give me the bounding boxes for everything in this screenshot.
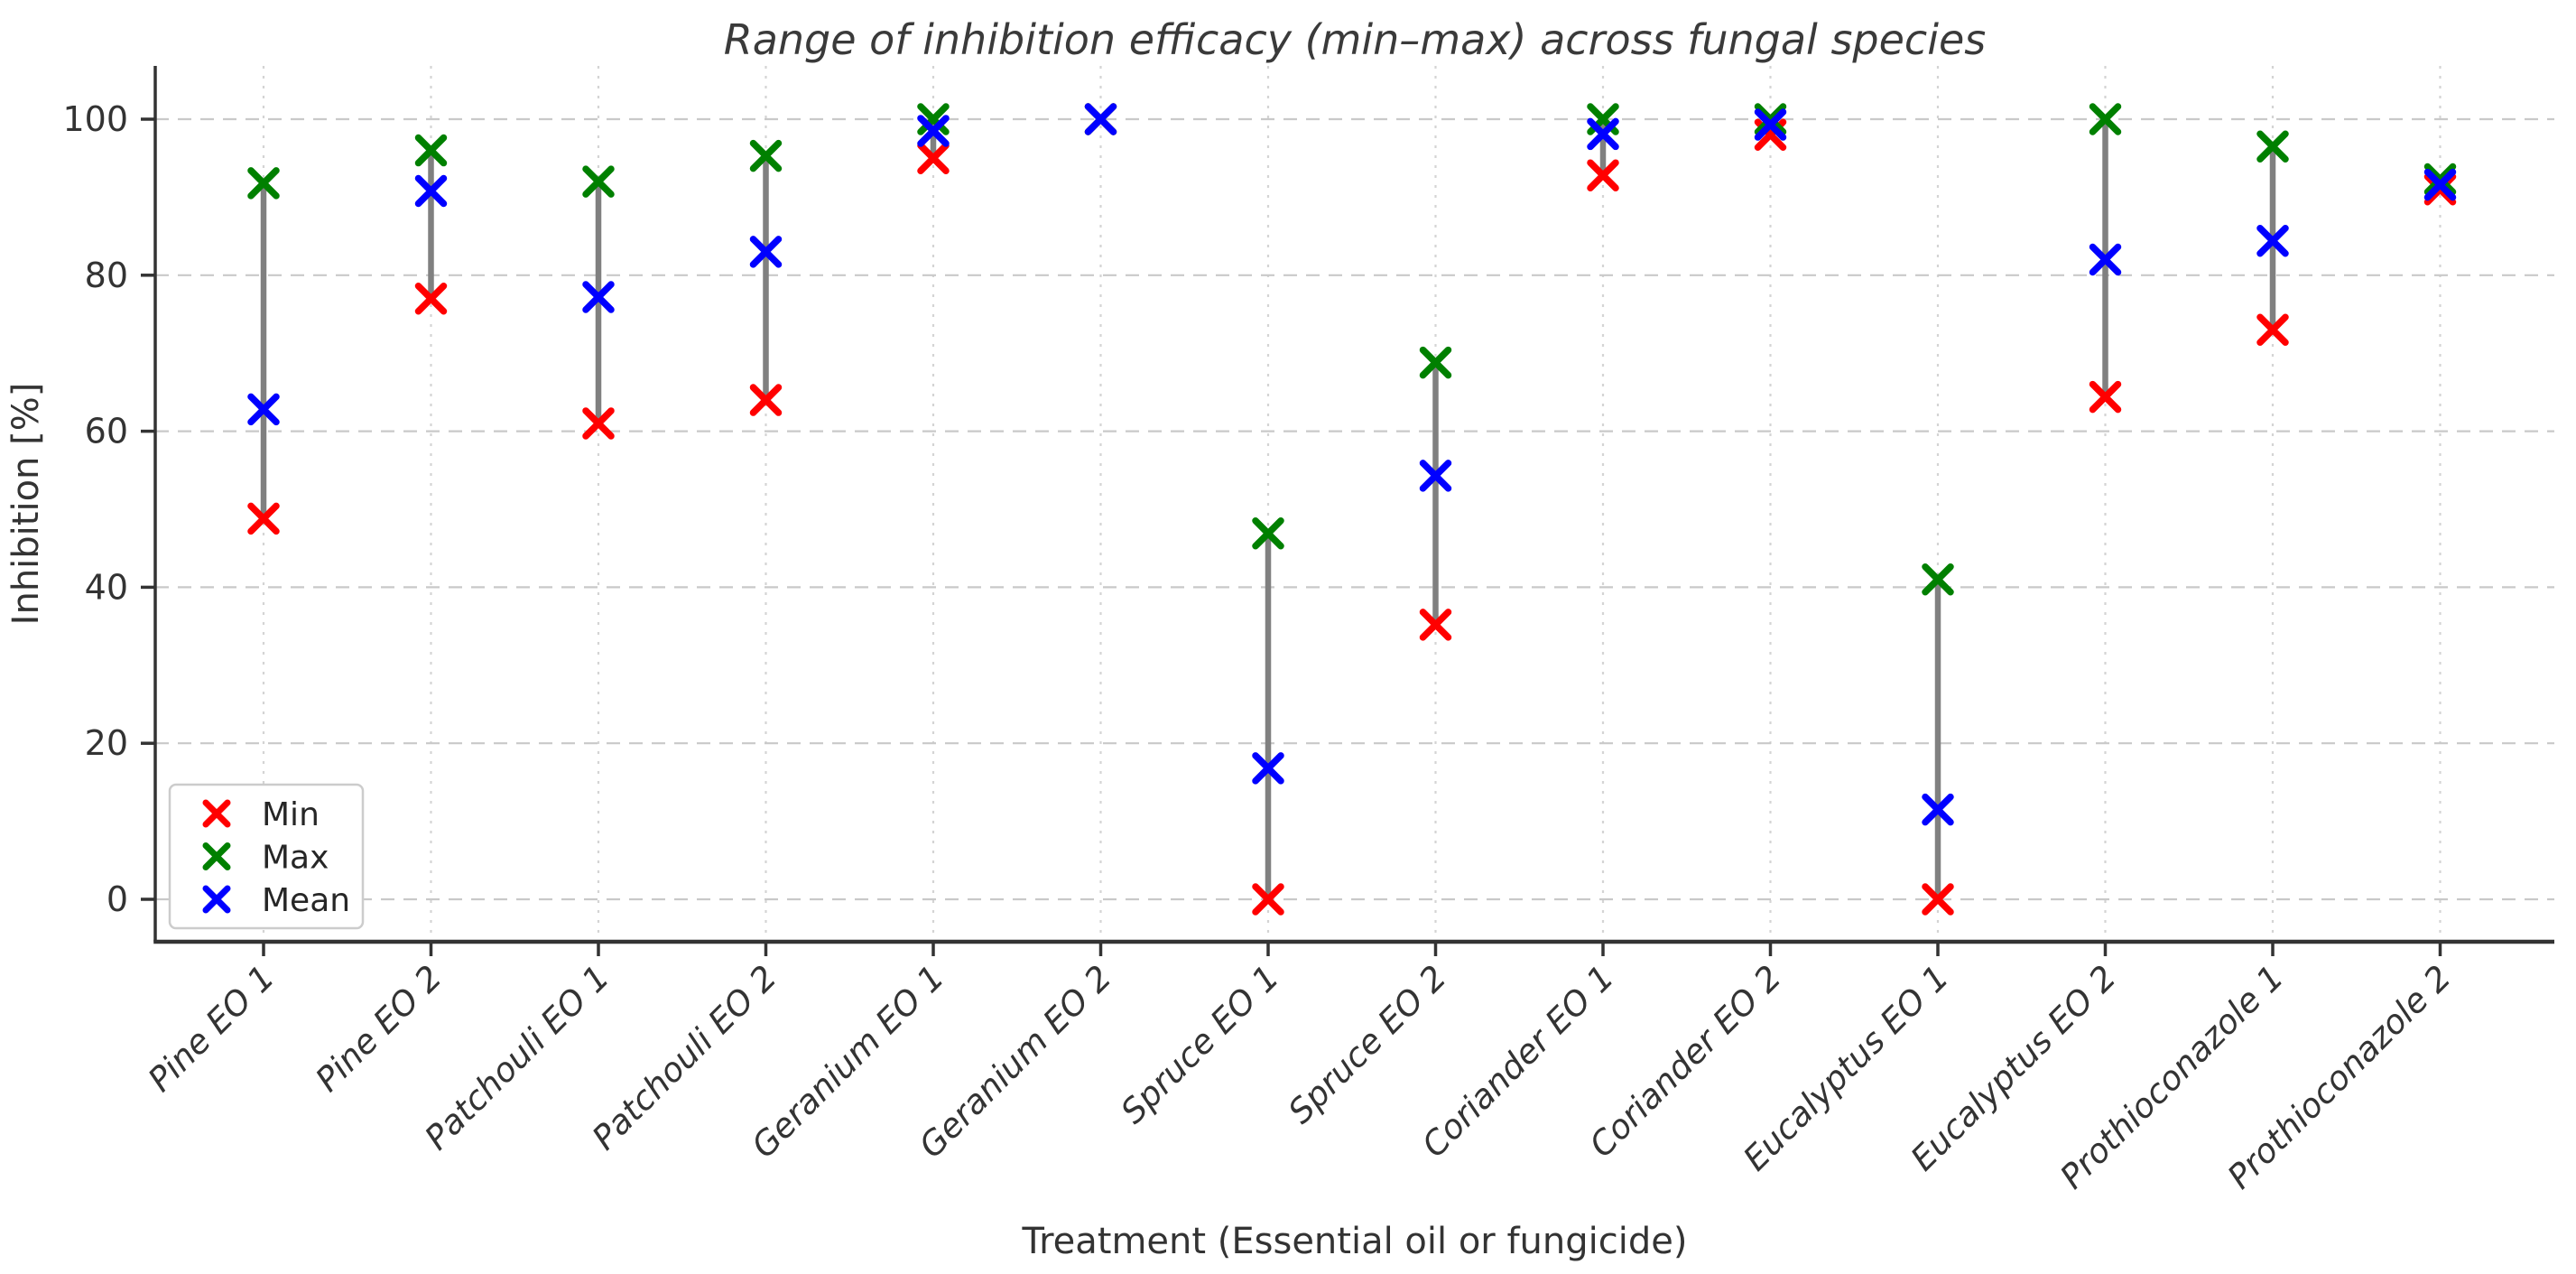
mean-marker [582, 281, 615, 313]
y-tick-label: 100 [62, 99, 128, 139]
max-marker [247, 167, 280, 200]
min-marker [1587, 159, 1619, 191]
min-marker [1419, 609, 1452, 641]
min-marker [2256, 313, 2289, 347]
legend-max-marker [202, 842, 231, 870]
y-axis-label: Inhibition [%] [5, 383, 47, 626]
min-marker [2089, 380, 2122, 414]
legend-min-label: Min [262, 796, 320, 833]
max-marker [414, 134, 448, 167]
min-marker [749, 384, 783, 416]
legend-box [168, 783, 365, 930]
min-marker [247, 502, 280, 535]
mean-marker [2423, 168, 2457, 201]
mean-marker [749, 236, 783, 268]
mean-marker [2256, 225, 2289, 257]
legend-mean-label: Mean [262, 882, 350, 919]
max-marker [2423, 163, 2457, 196]
x-tick-label: Spruce EO 1 [1114, 958, 1287, 1131]
y-tick-label: 20 [85, 723, 128, 763]
legend-min-marker [202, 799, 231, 828]
mean-marker [414, 174, 448, 208]
y-tick-label: 80 [85, 256, 128, 295]
mean-marker [917, 115, 950, 147]
legend-mean-marker [202, 885, 231, 914]
x-tick-label: Pine EO 1 [141, 958, 283, 1100]
mean-marker [1084, 103, 1117, 135]
mean-marker [1922, 793, 1954, 826]
min-marker [917, 142, 950, 174]
chart-title: Range of inhibition efficacy (min–max) a… [724, 15, 1987, 64]
min-marker [414, 282, 448, 315]
x-tick-label: Pine EO 2 [308, 958, 449, 1100]
max-marker [1419, 346, 1452, 379]
mean-marker [2089, 243, 2122, 276]
max-marker [1252, 517, 1284, 550]
max-marker [1922, 563, 1954, 596]
y-tick-label: 40 [85, 567, 128, 607]
y-tick-label: 0 [107, 879, 128, 919]
max-marker [1754, 103, 1787, 135]
mean-marker [1754, 108, 1787, 141]
max-marker [582, 165, 615, 198]
y-tick-label: 60 [85, 412, 128, 451]
min-marker [582, 407, 615, 440]
x-axis-label: Treatment (Essential oil or fungicide) [1022, 1221, 1688, 1262]
max-marker [2089, 103, 2122, 135]
mean-marker [1419, 460, 1452, 492]
x-tick-label: Spruce EO 2 [1281, 958, 1454, 1131]
min-marker [1922, 883, 1954, 916]
max-marker [2256, 130, 2289, 163]
max-marker [749, 139, 783, 172]
min-marker [1252, 883, 1284, 916]
mean-marker [1252, 752, 1284, 785]
legend-max-label: Max [262, 840, 329, 877]
mean-marker [1587, 117, 1619, 151]
mean-marker [247, 393, 280, 426]
max-marker [917, 103, 950, 135]
